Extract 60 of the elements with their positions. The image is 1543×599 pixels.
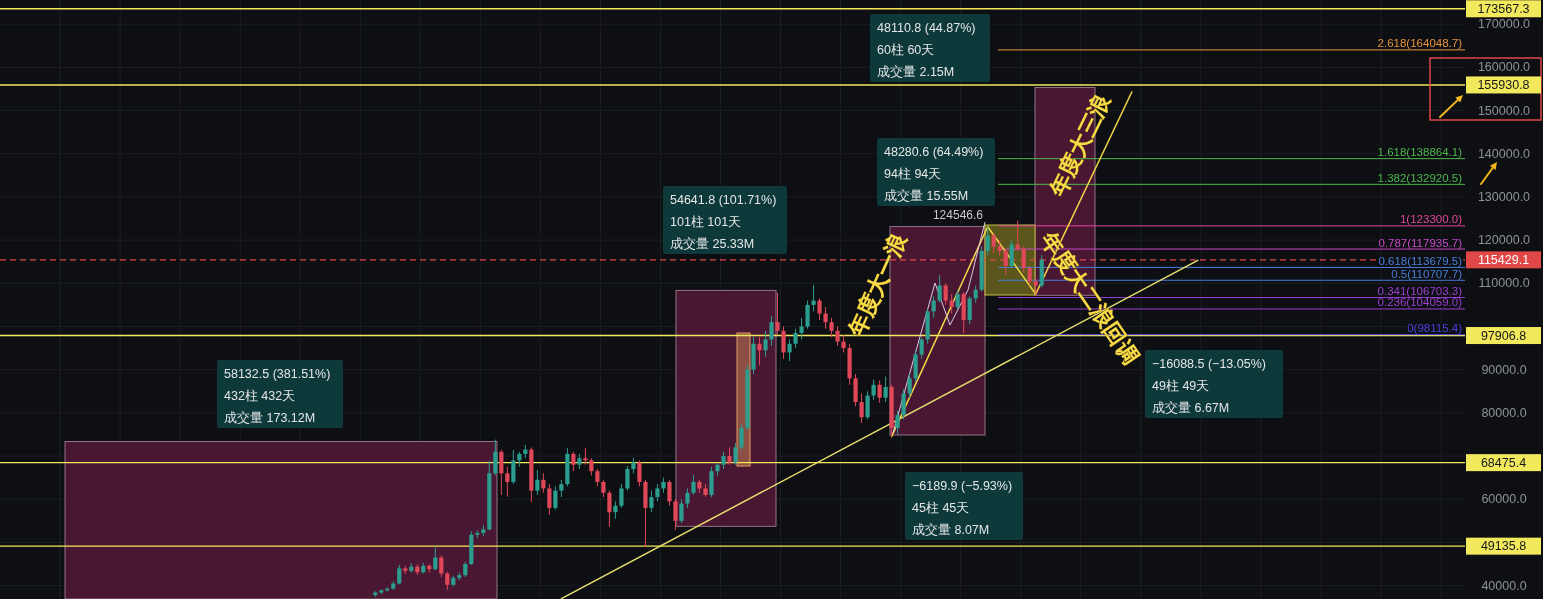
ref-label: 0.618(113679.5) <box>1377 254 1464 267</box>
y-tick-label: 130000.0 <box>1477 189 1531 204</box>
y-tick-label: 80000.0 <box>1481 405 1527 420</box>
annotation: 年度大一浪 <box>843 228 913 342</box>
annotation: 成交量 173.12M <box>224 410 316 425</box>
annotation: 成交量 25.33M <box>670 236 755 251</box>
ref-badge: 155930.8 <box>1466 76 1541 94</box>
annotation: 101柱 101天 <box>670 215 742 229</box>
annotation: 成交量 2.15M <box>877 64 955 79</box>
ref-label: 0.236(104059.0) <box>1376 296 1464 309</box>
info-box: 48110.8 (44.87%) 60柱 60天 成交量 2.15M <box>870 14 990 82</box>
annotation: 48280.6 (64.49%) <box>884 145 984 159</box>
ref-label: 0.5(110707.7) <box>1390 267 1464 280</box>
annotation: 年度大三浪 <box>1044 89 1116 201</box>
ref-line-label: 155930.8 <box>1477 77 1530 92</box>
ref-badge: 173567.3 <box>1466 0 1541 18</box>
y-tick-label: 120000.0 <box>1477 233 1531 248</box>
y-tick-label: 90000.0 <box>1481 362 1527 377</box>
annotation: 58132.5 (381.51%) <box>224 367 331 381</box>
y-tick-label: 110000.0 <box>1478 276 1530 291</box>
annotation: 49柱 49天 <box>1152 379 1210 393</box>
annotation: 54641.8 (101.71%) <box>670 193 777 207</box>
annotation: 年度大二浪回调 <box>1035 226 1144 369</box>
ref-line-label: 115429.1 <box>1477 252 1530 267</box>
y-tick-label: 160000.0 <box>1477 60 1531 75</box>
ref-line-label: 97906.8 <box>1480 328 1527 343</box>
ref-label: 2.618(164048.7) <box>1376 37 1464 50</box>
annotation: 成交量 8.07M <box>912 522 990 537</box>
ref-label: 1.618(138864.1) <box>1376 146 1464 159</box>
ref-label: 1.382(132920.5) <box>1376 171 1464 184</box>
info-box: −16088.5 (−13.05%) 49柱 49天 成交量 6.67M <box>1145 350 1283 418</box>
annotation: 432柱 432天 <box>224 389 296 403</box>
ref-line-label: 173567.3 <box>1477 1 1530 16</box>
y-tick-label: 40000.0 <box>1481 578 1527 593</box>
annotation: 60柱 60天 <box>877 43 935 57</box>
info-box: 54641.8 (101.71%) 101柱 101天 成交量 25.33M <box>663 186 787 254</box>
ref-badge: 68475.4 <box>1466 454 1541 472</box>
ref-badge: 115429.1 <box>1466 251 1541 269</box>
annotation: −16088.5 (−13.05%) <box>1152 357 1266 371</box>
info-box: 58132.5 (381.51%) 432柱 432天 成交量 173.12M <box>217 360 343 428</box>
annotation: 48110.8 (44.87%) <box>877 21 976 35</box>
annotation: 45柱 45天 <box>912 501 970 515</box>
annotation: 124546.6 <box>932 208 984 222</box>
ref-label: 0(98115.4) <box>1406 322 1464 335</box>
annotation: 94柱 94天 <box>884 167 942 181</box>
y-tick-label: 140000.0 <box>1477 146 1531 161</box>
y-tick-label: 170000.0 <box>1477 17 1531 32</box>
annotation: 成交量 15.55M <box>884 188 969 203</box>
info-box: 48280.6 (64.49%) 94柱 94天 成交量 15.55M <box>877 138 995 206</box>
ref-line-label: 68475.4 <box>1480 455 1527 470</box>
y-tick-label: 150000.0 <box>1477 103 1531 118</box>
y-tick-label: 60000.0 <box>1481 492 1527 507</box>
ref-label: 1(123300.0) <box>1398 213 1464 226</box>
ref-label: 0.341(106703.3) <box>1376 285 1464 298</box>
annotation: 成交量 6.67M <box>1152 400 1230 415</box>
info-box: −6189.9 (−5.93%) 45柱 45天 成交量 8.07M <box>905 472 1023 540</box>
ref-line-label: 49135.8 <box>1480 539 1527 554</box>
ref-label: 0.787(117935.7) <box>1377 236 1464 249</box>
annotation: −6189.9 (−5.93%) <box>912 479 1013 493</box>
ref-badge: 97906.8 <box>1466 327 1541 345</box>
